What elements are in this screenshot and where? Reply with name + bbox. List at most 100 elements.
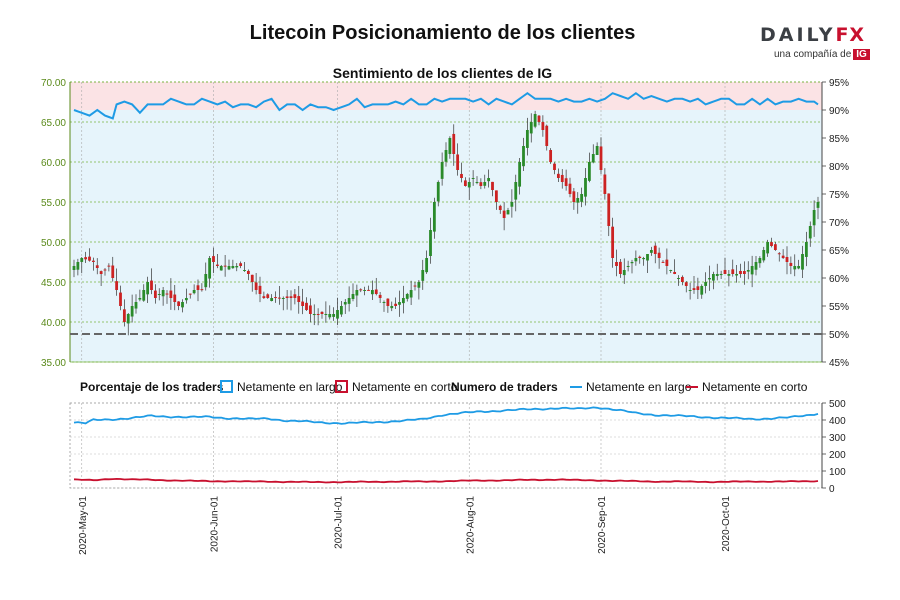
candle-body — [351, 294, 355, 300]
candle-body — [208, 258, 212, 279]
candle-body — [793, 266, 797, 270]
candle-body — [157, 294, 161, 295]
candle-body — [142, 290, 146, 301]
candle-body — [312, 314, 316, 316]
candle-body — [84, 257, 88, 260]
candle-body — [696, 286, 700, 290]
short-zone-bg — [70, 82, 822, 110]
candle-body — [456, 154, 460, 170]
candle-body — [746, 270, 750, 272]
candle-body — [188, 293, 192, 295]
right-tick-label: 50% — [829, 330, 849, 341]
x-tick-label: 2020-May-01 — [78, 496, 89, 555]
candle-body — [789, 262, 793, 266]
candle-body — [378, 294, 382, 298]
candle-body — [115, 281, 119, 290]
candle-body — [111, 265, 115, 278]
candle-body — [599, 146, 603, 170]
sub-tick-label: 500 — [829, 399, 846, 410]
candle-body — [347, 298, 351, 304]
candle-body — [88, 256, 91, 261]
candle-body — [665, 259, 669, 266]
candle-body — [448, 138, 452, 154]
candle-body — [522, 146, 525, 167]
candle-body — [684, 282, 688, 286]
candle-body — [525, 130, 529, 148]
candle-body — [394, 303, 398, 306]
candle-body — [785, 257, 789, 262]
candle-body — [227, 266, 231, 270]
candle-body — [386, 298, 390, 306]
candle-body — [711, 274, 715, 281]
candle-body — [758, 258, 762, 264]
right-tick-label: 45% — [829, 358, 849, 369]
sub-tick-label: 0 — [829, 484, 835, 495]
candle-body — [735, 274, 739, 276]
candle-body — [223, 265, 227, 267]
candle-body — [293, 294, 297, 298]
candle-body — [274, 297, 277, 299]
candle-body — [281, 298, 285, 299]
right-tick-label: 55% — [829, 302, 849, 313]
candle-body — [270, 298, 274, 302]
candle-body — [417, 282, 421, 288]
x-tick-label: 2020-Aug-01 — [465, 496, 476, 554]
candle-body — [723, 269, 727, 274]
candle-body — [615, 261, 618, 266]
candle-body — [518, 162, 522, 187]
candle-body — [359, 289, 363, 291]
legend-pct-title: Porcentaje de los traders — [80, 380, 224, 394]
candle-body — [576, 198, 580, 203]
candle-body — [607, 193, 611, 226]
candle-body — [231, 266, 235, 269]
x-tick-label: 2020-Jul-01 — [334, 496, 345, 549]
candle-body — [801, 254, 804, 270]
candle-body — [704, 282, 708, 286]
dailyfx-logo[interactable]: DAILYFX una compañía de IG — [760, 24, 870, 60]
candle-body — [719, 274, 723, 276]
candle-body — [130, 306, 134, 317]
candle-body — [715, 274, 719, 276]
candle-body — [332, 314, 336, 317]
candle-body — [549, 150, 553, 162]
candle-body — [336, 310, 339, 319]
candle-body — [95, 265, 99, 268]
candle-body — [618, 261, 622, 274]
candle-body — [727, 274, 731, 276]
candle-body — [812, 210, 816, 226]
candle-body — [808, 226, 812, 239]
legend-num-short-line — [686, 386, 698, 388]
candle-body — [425, 258, 429, 273]
traders-short-line — [73, 477, 819, 484]
candle-body — [479, 182, 483, 186]
candle-body — [169, 290, 173, 298]
legend-long-swatch — [220, 380, 233, 393]
candle-body — [494, 190, 498, 202]
candle-body — [150, 280, 153, 290]
right-tick-label: 60% — [829, 274, 849, 285]
candle-body — [816, 202, 820, 208]
candle-body — [700, 286, 704, 295]
candle-body — [405, 294, 409, 299]
candle-body — [537, 115, 541, 122]
candle-body — [762, 250, 766, 261]
x-tick-label: 2020-Sep-01 — [597, 496, 608, 554]
candle-body — [657, 252, 661, 258]
candle-body — [413, 285, 417, 287]
candle-body — [708, 278, 711, 280]
candle-body — [254, 282, 258, 290]
candle-body — [444, 150, 448, 162]
candle-body — [440, 162, 444, 179]
candle-body — [587, 162, 591, 181]
candle-body — [603, 174, 607, 194]
candle-body — [770, 242, 773, 246]
legend-num-long-line — [570, 386, 582, 388]
candle-body — [277, 297, 281, 299]
legend-short-swatch — [335, 380, 348, 393]
candle-body — [804, 242, 808, 257]
candle-body — [432, 202, 436, 232]
candle-body — [297, 296, 301, 302]
candle-body — [591, 154, 595, 163]
traders-long-line — [73, 406, 819, 425]
